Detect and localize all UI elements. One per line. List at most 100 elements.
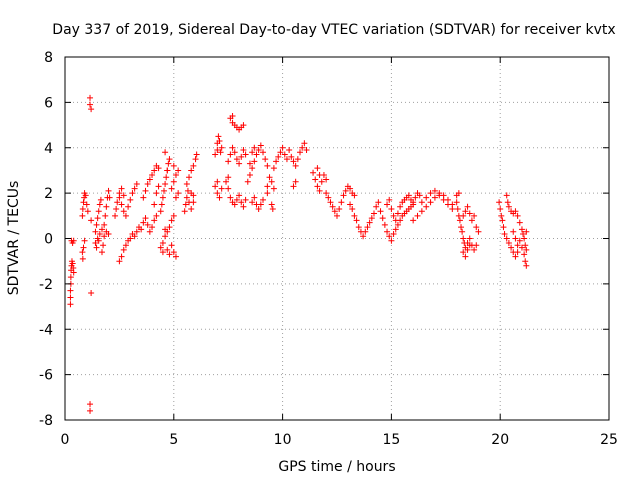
data-point xyxy=(138,226,145,233)
data-point xyxy=(227,194,234,201)
data-point xyxy=(516,237,523,244)
data-point xyxy=(144,181,151,188)
data-point xyxy=(297,149,304,156)
data-point xyxy=(227,151,234,158)
data-point xyxy=(290,158,297,165)
data-point xyxy=(301,140,308,147)
data-point xyxy=(231,201,238,208)
data-point xyxy=(215,133,222,140)
data-point xyxy=(120,208,127,215)
data-point xyxy=(151,167,158,174)
data-point xyxy=(523,228,530,235)
data-point xyxy=(131,185,138,192)
data-point xyxy=(273,158,280,165)
data-point xyxy=(184,187,191,194)
data-point xyxy=(397,217,404,224)
data-point xyxy=(431,187,438,194)
data-point xyxy=(112,212,119,219)
data-point xyxy=(264,162,271,169)
data-point xyxy=(214,178,221,185)
data-point xyxy=(162,149,169,156)
data-point xyxy=(87,94,94,101)
data-point xyxy=(122,242,129,249)
data-point xyxy=(458,224,465,231)
data-point xyxy=(418,199,425,206)
data-point xyxy=(120,246,127,253)
data-point xyxy=(368,215,375,222)
data-point xyxy=(87,401,94,408)
data-point xyxy=(377,208,384,215)
data-point xyxy=(375,199,382,206)
data-point xyxy=(163,174,170,181)
data-point xyxy=(473,224,480,231)
data-point xyxy=(164,167,171,174)
data-point xyxy=(314,183,321,190)
data-point xyxy=(172,171,179,178)
y-tick-label: 8 xyxy=(44,50,53,66)
data-point xyxy=(521,251,528,258)
data-point xyxy=(460,212,467,219)
data-point xyxy=(162,233,169,240)
data-point xyxy=(327,199,334,206)
data-point xyxy=(127,235,134,242)
data-point xyxy=(103,203,110,210)
data-point xyxy=(166,251,173,258)
data-point xyxy=(70,237,77,244)
data-point xyxy=(460,235,467,242)
data-point xyxy=(292,162,299,169)
data-point xyxy=(260,149,267,156)
data-point xyxy=(264,183,271,190)
data-point xyxy=(175,167,182,174)
y-tick-label: 6 xyxy=(44,95,53,111)
data-point xyxy=(242,151,249,158)
data-point xyxy=(69,260,76,267)
data-point xyxy=(499,217,506,224)
data-point xyxy=(225,158,232,165)
data-point xyxy=(93,244,100,251)
x-tick-label: 0 xyxy=(61,432,70,448)
data-point xyxy=(175,190,182,197)
data-point xyxy=(142,187,149,194)
data-point xyxy=(456,217,463,224)
data-point xyxy=(414,212,421,219)
data-point xyxy=(113,206,120,213)
data-point xyxy=(364,224,371,231)
data-point xyxy=(122,212,129,219)
data-point xyxy=(79,255,86,262)
y-tick-label: 0 xyxy=(44,232,53,248)
data-point xyxy=(388,237,395,244)
data-point xyxy=(236,160,243,167)
data-point xyxy=(92,228,99,235)
data-point xyxy=(140,194,147,201)
data-point xyxy=(242,196,249,203)
data-point xyxy=(410,217,417,224)
data-point xyxy=(518,244,525,251)
data-point xyxy=(464,203,471,210)
data-point xyxy=(229,144,236,151)
data-point xyxy=(310,169,317,176)
data-point xyxy=(170,212,177,219)
data-point xyxy=(170,162,177,169)
data-point xyxy=(351,192,358,199)
data-point xyxy=(303,147,310,154)
data-point xyxy=(290,183,297,190)
data-point xyxy=(153,190,160,197)
data-point xyxy=(159,249,166,256)
data-point xyxy=(379,215,386,222)
data-point xyxy=(95,208,102,215)
data-point xyxy=(518,226,525,233)
data-point xyxy=(229,112,236,119)
data-point xyxy=(87,407,94,414)
data-point xyxy=(166,224,173,231)
data-point xyxy=(523,246,530,253)
data-point xyxy=(331,208,338,215)
data-point xyxy=(505,240,512,247)
data-point xyxy=(100,242,107,249)
data-point xyxy=(423,194,430,201)
data-point xyxy=(190,162,197,169)
data-point xyxy=(316,187,323,194)
data-point xyxy=(79,249,86,256)
data-point xyxy=(236,192,243,199)
data-point xyxy=(249,149,256,156)
data-point xyxy=(360,233,367,240)
